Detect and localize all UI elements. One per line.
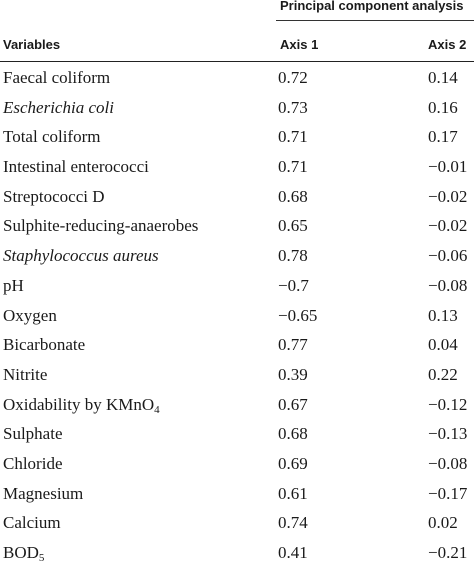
variable-text: Oxidability by KMnO: [3, 394, 155, 414]
table-row: Faecal coliform 0.72 0.14: [0, 63, 474, 93]
variable-name: Total coliform: [3, 127, 100, 147]
variable-name: Nitrite: [3, 365, 47, 385]
variable-text: Oxygen: [3, 305, 57, 325]
variable-text: pH: [3, 275, 24, 295]
group-header-rule: [276, 20, 474, 21]
axis-2-value: 0.02: [428, 513, 458, 533]
variable-name: Magnesium: [3, 484, 83, 504]
variable-text: Intestinal enterococci: [3, 157, 149, 177]
variable-name: Staphylococcus aureus: [3, 246, 159, 266]
axis-2-value: −0.06: [428, 246, 468, 266]
variable-text: Total coliform: [3, 127, 101, 147]
axis-2-value: −0.08: [428, 275, 468, 295]
variable-text: Nitrite: [3, 364, 48, 384]
variable-name: Sulphite-reducing-anaerobes: [3, 216, 198, 236]
variable-text: Sulphite-reducing-anaerobes: [3, 216, 199, 236]
axis-1-value: 0.67: [278, 394, 308, 414]
variable-subscript: 5: [38, 552, 45, 564]
table-row: Chloride 0.69 −0.08: [0, 449, 474, 479]
table-row: Staphylococcus aureus 0.78 −0.06: [0, 241, 474, 271]
variable-text: Magnesium: [3, 483, 84, 503]
axis-2-value: 0.14: [428, 68, 458, 87]
table-row: Streptococci D 0.68 −0.02: [0, 182, 474, 212]
variable-subscript: 4: [154, 403, 160, 416]
axis-1-value: 0.68: [278, 424, 308, 444]
variable-name: Streptococci D: [3, 187, 105, 207]
variable-name: Faecal coliform: [3, 68, 110, 88]
variable-text: Calcium: [3, 513, 61, 533]
variable-text: Streptococci D: [3, 186, 105, 206]
variable-name: pH: [3, 276, 24, 296]
axis-1-value: 0.78: [278, 246, 308, 266]
axis-2-value: −0.12: [428, 394, 468, 414]
variable-text: Chloride: [3, 453, 63, 473]
variable-text: Escherichia coli: [3, 97, 114, 117]
variable-name: Escherichia coli: [3, 98, 114, 118]
axis-2-value: 0.04: [428, 335, 458, 355]
axis-2-value: 0.17: [428, 127, 458, 147]
table-row: Sulphite-reducing-anaerobes 0.65 −0.02: [0, 211, 474, 241]
axis-1-value: 0.65: [278, 216, 308, 236]
axis-1-value: 0.72: [278, 68, 308, 87]
axis-2-value: 0.16: [428, 97, 458, 117]
axis-2-value: 0.22: [428, 364, 458, 384]
table-row: Escherichia coli 0.73 0.16: [0, 93, 474, 123]
axis-2-value: −0.17: [428, 483, 468, 503]
header-rule: [0, 61, 474, 62]
variable-name: Sulphate: [3, 424, 63, 444]
variable-name: BOD5: [3, 543, 45, 564]
table-row: Sulphate 0.68 −0.13: [0, 419, 474, 449]
axis-1-value: 0.74: [278, 513, 308, 533]
column-header-axis-2: Axis 2: [428, 37, 467, 52]
axis-2-value: −0.01: [428, 157, 468, 177]
variable-text: Bicarbonate: [3, 335, 86, 355]
axis-1-value: 0.71: [278, 157, 308, 177]
table-row: Magnesium 0.61 −0.17: [0, 479, 474, 509]
table-row: Total coliform 0.71 0.17: [0, 122, 474, 152]
axis-2-value: −0.13: [428, 424, 468, 444]
axis-2-value: −0.02: [428, 186, 468, 206]
table-row: Calcium 0.74 0.02: [0, 508, 474, 538]
variable-name: Oxygen: [3, 306, 57, 326]
table-row: Oxygen −0.65 0.13: [0, 301, 474, 331]
axis-1-value: 0.41: [278, 543, 308, 562]
axis-1-value: 0.69: [278, 453, 308, 473]
axis-1-value: 0.61: [278, 483, 308, 503]
variable-name: Bicarbonate: [3, 335, 85, 355]
axis-2-value: −0.02: [428, 216, 468, 236]
table-row: pH −0.7 −0.08: [0, 271, 474, 301]
axis-2-value: −0.21: [428, 543, 468, 562]
variable-text: Faecal coliform: [3, 68, 111, 87]
table-row: BOD5 0.41 −0.21: [0, 538, 474, 566]
table-row: Intestinal enterococci 0.71 −0.01: [0, 152, 474, 182]
column-header-axis-1: Axis 1: [280, 37, 319, 52]
axis-1-value: −0.65: [278, 305, 318, 325]
axis-1-value: 0.71: [278, 127, 308, 147]
table-row: Nitrite 0.39 0.22: [0, 360, 474, 390]
variable-text: BOD: [3, 543, 39, 562]
group-header: Principal component analysis: [280, 0, 464, 13]
axis-1-value: −0.7: [278, 275, 309, 295]
table-row: Bicarbonate 0.77 0.04: [0, 330, 474, 360]
variable-name: Intestinal enterococci: [3, 157, 149, 177]
variable-name: Oxidability by KMnO4: [3, 394, 160, 416]
variable-text: Sulphate: [3, 424, 63, 444]
table-row: Oxidability by KMnO4 0.67 −0.12: [0, 390, 474, 420]
axis-1-value: 0.73: [278, 97, 308, 117]
axis-1-value: 0.68: [278, 186, 308, 206]
axis-2-value: −0.08: [428, 453, 468, 473]
variable-name: Chloride: [3, 454, 63, 474]
variable-name: Calcium: [3, 513, 61, 533]
table-body: Faecal coliform 0.72 0.14 Escherichia coli 0…: [0, 63, 474, 566]
axis-2-value: 0.13: [428, 305, 458, 325]
axis-1-value: 0.77: [278, 335, 308, 355]
column-header-variables: Variables: [3, 37, 61, 52]
variable-text: Staphylococcus aureus: [3, 246, 159, 266]
axis-1-value: 0.39: [278, 364, 308, 384]
